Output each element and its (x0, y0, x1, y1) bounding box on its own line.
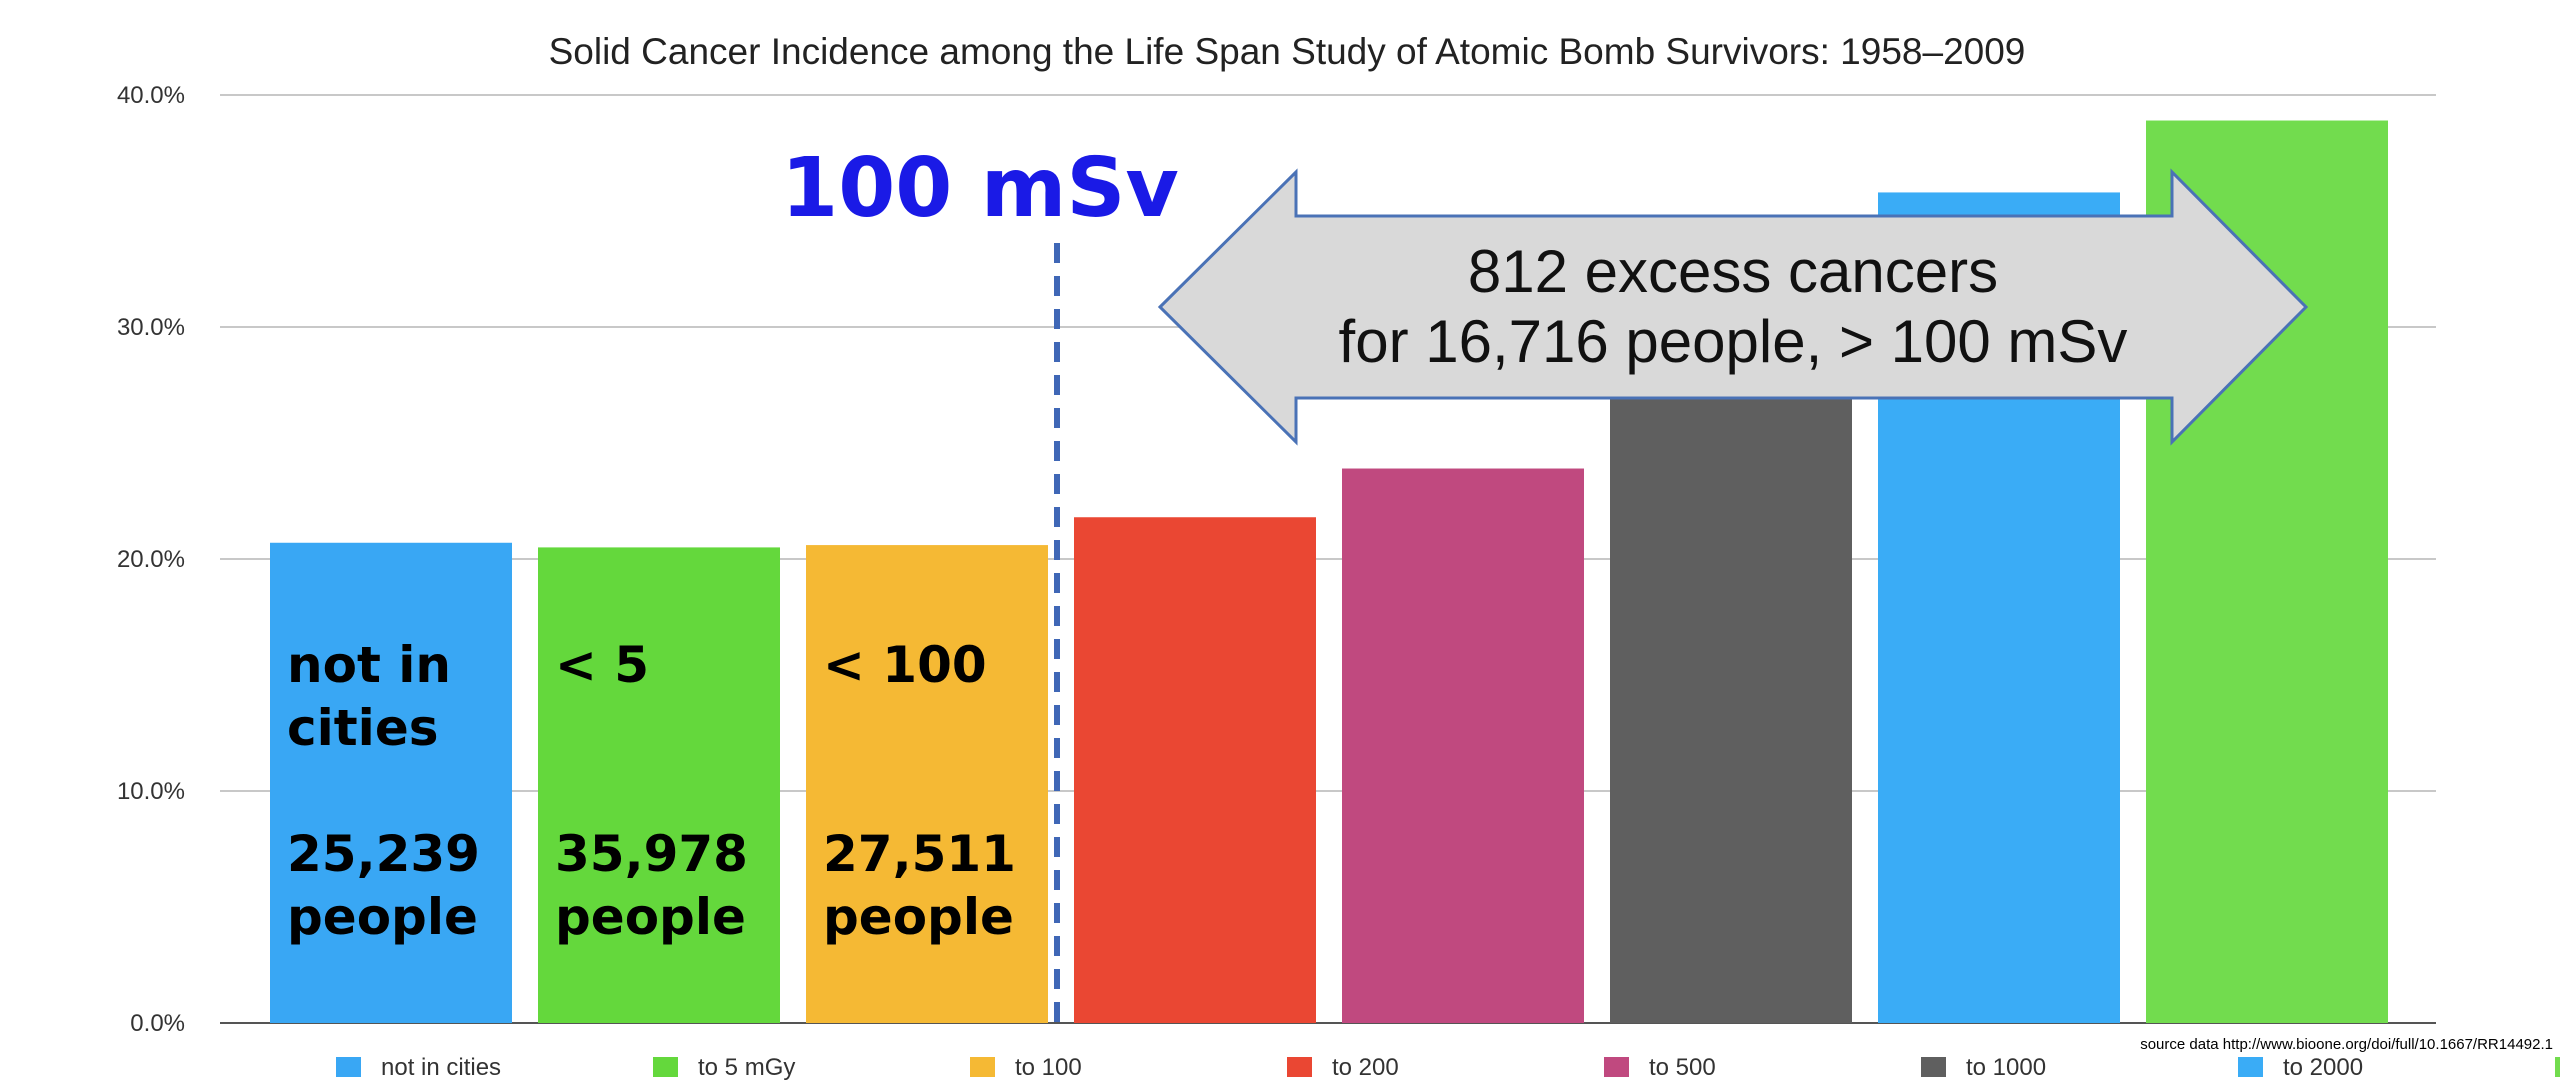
legend-swatch (2555, 1057, 2560, 1077)
legend-swatch (1287, 1057, 1312, 1077)
arrow-annotation-line: 812 excess cancers (1468, 238, 1998, 305)
legend-label: not in cities (381, 1054, 501, 1081)
chart-title: Solid Cancer Incidence among the Life Sp… (549, 31, 2026, 72)
source-note: source data http://www.bioone.org/doi/fu… (2140, 1036, 2553, 1053)
y-tick-label: 30.0% (117, 314, 185, 341)
bar-to-5-mgy (538, 547, 780, 1023)
legend-swatch (1921, 1057, 1946, 1077)
bar-to-1000 (1610, 373, 1852, 1023)
legend-label: to 1000 (1966, 1054, 2046, 1081)
legend-swatch (1604, 1057, 1629, 1077)
bar-annotations: not in cities 25,239 people < 5 35,978 peopl… (287, 636, 1016, 946)
bar-annotation: not in cities 25,239 people (287, 636, 480, 946)
threshold-marker: 100 mSv (781, 141, 1179, 1023)
legend-label: to 2000 (2283, 1054, 2363, 1081)
legend: not in cities to 5 mGy to 100 to 200 to 500 t… (336, 1054, 2560, 1081)
legend-label: to 200 (1332, 1054, 1399, 1081)
bar-to-100 (806, 545, 1048, 1023)
y-axis: 0.0% 10.0% 20.0% 30.0% 40.0% (117, 82, 185, 1037)
arrow-annotation-line: for 16,716 people, > 100 mSv (1339, 308, 2128, 375)
legend-label: to 5 mGy (698, 1054, 795, 1081)
legend-label: to 500 (1649, 1054, 1716, 1081)
legend-swatch (653, 1057, 678, 1077)
legend-swatch (970, 1057, 995, 1077)
double-arrow-shape (1157, 168, 2309, 446)
y-tick-label: 20.0% (117, 546, 185, 573)
legend-swatch (336, 1057, 361, 1077)
bar-to-200 (1074, 517, 1316, 1023)
bar-annotation: < 100 27,511 people (823, 636, 1016, 946)
bar-annotation: < 5 35,978 people (555, 636, 748, 946)
y-tick-label: 0.0% (130, 1010, 185, 1037)
bar-to-500 (1342, 468, 1584, 1023)
bars (270, 120, 2388, 1023)
y-tick-label: 40.0% (117, 82, 185, 109)
y-tick-label: 10.0% (117, 778, 185, 805)
legend-label: to 100 (1015, 1054, 1082, 1081)
legend-swatch (2238, 1057, 2263, 1077)
threshold-label: 100 mSv (781, 141, 1179, 236)
bar-not-in-cities (270, 542, 512, 1023)
